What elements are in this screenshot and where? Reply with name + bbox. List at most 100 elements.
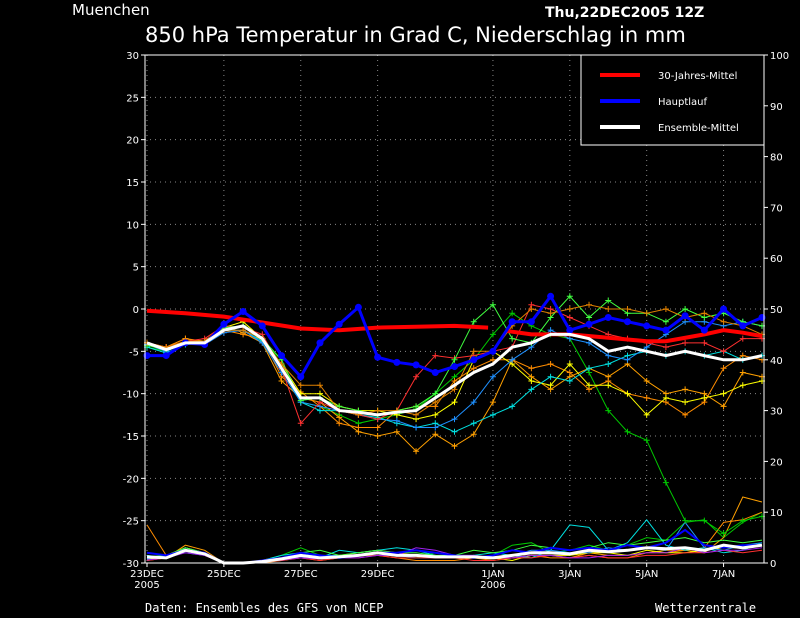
ensemble-member-point xyxy=(662,318,669,325)
main-run-point xyxy=(623,318,631,326)
ensemble-member-point xyxy=(470,348,477,355)
ensemble-member-point xyxy=(432,411,439,418)
main-run-point xyxy=(431,369,439,376)
ensemble-member-point xyxy=(489,331,496,338)
main-run-point xyxy=(239,308,247,316)
ensemble-member-point xyxy=(720,530,727,537)
ensemble-member-point xyxy=(528,365,535,372)
ensemble-member-point xyxy=(509,310,516,317)
y-right-tick-label: 10 xyxy=(770,508,783,519)
main-run-point xyxy=(489,347,497,355)
ensemble-member-point xyxy=(682,306,689,312)
main-run-point xyxy=(566,326,574,334)
main-run-point xyxy=(643,322,651,330)
ensemble-member-point xyxy=(682,399,689,406)
ensemble-member-point xyxy=(432,424,439,431)
ensemble-mean-line xyxy=(146,324,763,417)
legend-label-ensemble-mean: Ensemble-Mittel xyxy=(658,123,739,134)
x-tick-label: 3JAN xyxy=(558,569,581,580)
ensemble-member-point xyxy=(586,382,593,389)
plot-frame xyxy=(144,54,765,564)
ensemble-member-point xyxy=(413,373,420,380)
ensemble-member-point xyxy=(566,314,573,321)
ensemble-member-point xyxy=(547,361,554,368)
x-tick-label: 29DEC xyxy=(361,569,395,580)
ensemble-member-point xyxy=(682,411,689,418)
ensemble-member-point xyxy=(451,386,458,393)
main-run-point xyxy=(739,322,747,330)
ensemble-member-point xyxy=(739,382,746,389)
main-run-point xyxy=(470,356,478,364)
ensemble-member-point xyxy=(547,373,554,380)
ensemble-member-point xyxy=(720,403,727,410)
ensemble-member-point xyxy=(432,390,439,397)
ensemble-member-point xyxy=(528,386,535,393)
ensemble-member-point xyxy=(682,386,689,393)
ensemble-member-point xyxy=(240,327,247,334)
main-run-point xyxy=(604,313,612,321)
ensemble-member-point xyxy=(470,420,477,427)
y-left-tick-label: -30 xyxy=(123,559,139,570)
ensemble-member-point xyxy=(413,403,420,410)
ensemble-member-point xyxy=(451,428,458,435)
y-right-tick-label: 50 xyxy=(770,305,783,316)
y-left-tick-label: 5 xyxy=(133,263,139,274)
ensemble-member-point xyxy=(509,335,516,342)
main-run-point xyxy=(335,320,343,328)
ensemble-member-point xyxy=(682,339,689,346)
ensemble-member-point xyxy=(297,420,304,427)
x-tick-label: 27DEC xyxy=(284,569,318,580)
main-run-point xyxy=(508,318,516,326)
ensemble-member-point xyxy=(374,424,381,431)
legend-label-main-run: Hauptlauf xyxy=(658,97,707,108)
ensemble-member-point xyxy=(374,407,381,414)
main-run-point xyxy=(220,320,228,328)
ensemble-member-point xyxy=(701,339,708,346)
ensemble-member-point xyxy=(605,352,612,359)
ensemble-member-point xyxy=(509,403,516,410)
ensemble-member-point xyxy=(489,373,496,380)
x-tick-label-year: 2006 xyxy=(480,580,505,591)
ensemble-member-point xyxy=(624,390,631,397)
ensemble-member-point xyxy=(662,479,669,486)
ensemble-member-point xyxy=(509,356,516,363)
brand-label: Wetterzentrale xyxy=(655,601,756,615)
legend: 30-Jahres-Mittel Hauptlauf Ensemble-Mitt… xyxy=(580,54,765,146)
y-left-tick-label: -10 xyxy=(123,390,139,401)
main-run-point xyxy=(258,322,266,330)
ensemble-member-point xyxy=(336,420,343,427)
y-left-tick-label: -5 xyxy=(129,347,139,358)
legend-label-climate: 30-Jahres-Mittel xyxy=(658,71,737,82)
ensemble-member-point xyxy=(605,297,612,304)
main-run-point xyxy=(412,361,420,369)
ensemble-member-point xyxy=(528,306,535,312)
ensemble-member-point xyxy=(432,399,439,406)
x-tick-label: 5JAN xyxy=(635,569,658,580)
x-tick-label-year: 2005 xyxy=(134,580,159,591)
ensemble-member-point xyxy=(470,431,477,438)
y-left-tick-label: -20 xyxy=(123,474,139,485)
ensemble-member-point xyxy=(528,377,535,384)
x-tick-label: 25DEC xyxy=(207,569,241,580)
ensemble-member-point xyxy=(489,356,496,363)
ensemble-member-point xyxy=(566,335,573,342)
ensemble-member-point xyxy=(701,394,708,401)
main-run-point xyxy=(527,318,535,326)
y-left-tick-label: 25 xyxy=(126,93,139,104)
ensemble-member-point xyxy=(586,301,593,308)
ensemble-member-point xyxy=(739,517,746,524)
ensemble-member-point xyxy=(605,361,612,368)
main-run-point xyxy=(547,292,555,300)
ensemble-member-point xyxy=(489,301,496,308)
run-timestamp: Thu,22DEC2005 12Z xyxy=(545,5,704,21)
ensemble-member-point xyxy=(586,314,593,321)
ensemble-member-point xyxy=(720,318,727,325)
ensemble-member-point xyxy=(624,306,631,312)
ensemble-member-point xyxy=(643,377,650,384)
chart-title: 850 hPa Temperatur in Grad C, Niederschl… xyxy=(145,23,686,47)
ensemble-member-point xyxy=(720,390,727,397)
ensemble-member-point xyxy=(701,517,708,524)
